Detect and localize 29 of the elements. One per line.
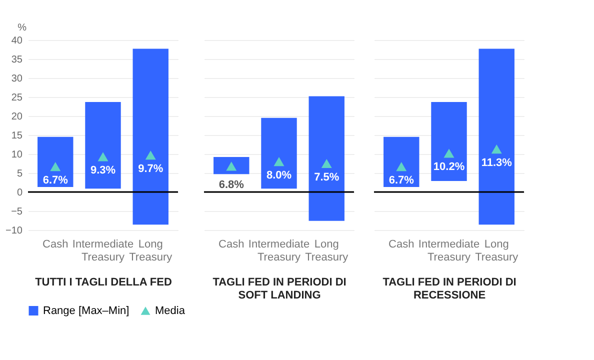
y-axis-title: % (18, 22, 27, 34)
y-tick-label: 5 (16, 168, 23, 180)
data-label: 11.3% (481, 157, 512, 170)
y-tick-label: −5 (11, 206, 23, 218)
x-axis-title: TAGLI FED IN PERIODI DI RECESSIONE (382, 276, 516, 302)
y-tick-label: 20 (11, 112, 23, 122)
y-tick-label: 10 (11, 150, 23, 160)
legend-label: Media (155, 304, 186, 317)
data-label: 6.7% (388, 174, 414, 187)
y-tick-label: 25 (11, 92, 23, 104)
x-axis-title: TAGLI FED IN PERIODI DI SOFT LANDING (212, 276, 346, 302)
data-label: 9.3% (90, 164, 116, 177)
x-axis-title: TUTTI I TAGLI DELLA FED (35, 276, 172, 288)
y-tick-label: −10 (6, 226, 23, 236)
data-label: 6.7% (42, 174, 68, 187)
y-tick-label: 40 (11, 36, 23, 46)
x-tick-label: Cash (218, 238, 244, 250)
y-tick-label: 30 (11, 74, 23, 84)
data-label: 8.0% (266, 170, 292, 182)
y-tick-label: 35 (11, 54, 23, 66)
y-tick-label: 0 (16, 188, 23, 198)
x-tick-label: Cash (42, 238, 68, 250)
data-label: 10.2% (433, 161, 465, 174)
x-tick-label: Cash (388, 238, 414, 250)
y-tick-label: 15 (11, 130, 23, 142)
legend-label: Range [Max–Min] (43, 304, 130, 317)
data-label: 7.5% (314, 172, 340, 184)
data-label: 9.7% (138, 163, 164, 176)
data-label: 6.8% (218, 179, 244, 192)
